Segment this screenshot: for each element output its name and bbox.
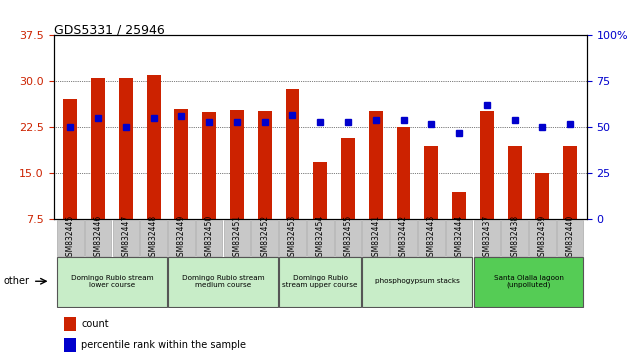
Text: GSM832449: GSM832449 <box>177 215 186 261</box>
Bar <box>257 111 271 219</box>
Text: Domingo Rubio stream
medium course: Domingo Rubio stream medium course <box>182 275 264 288</box>
FancyBboxPatch shape <box>307 220 334 256</box>
Text: count: count <box>81 319 109 329</box>
Bar <box>536 173 550 219</box>
Bar <box>285 89 299 219</box>
Bar <box>425 146 439 219</box>
Bar <box>146 75 160 219</box>
Bar <box>230 110 244 219</box>
Bar <box>508 146 522 219</box>
Bar <box>91 78 105 219</box>
FancyBboxPatch shape <box>529 220 556 256</box>
Bar <box>64 338 76 352</box>
Text: GDS5331 / 25946: GDS5331 / 25946 <box>54 23 165 36</box>
Text: GSM832437: GSM832437 <box>482 215 492 261</box>
FancyBboxPatch shape <box>279 257 362 308</box>
FancyBboxPatch shape <box>557 220 584 256</box>
Bar <box>341 138 355 219</box>
Text: GSM832448: GSM832448 <box>149 215 158 261</box>
FancyBboxPatch shape <box>196 220 223 256</box>
Text: GSM832446: GSM832446 <box>93 215 103 261</box>
Text: Domingo Rubio stream
lower course: Domingo Rubio stream lower course <box>71 275 153 288</box>
FancyBboxPatch shape <box>85 220 112 256</box>
FancyBboxPatch shape <box>418 220 445 256</box>
FancyBboxPatch shape <box>473 220 500 256</box>
Bar <box>563 146 577 219</box>
Bar <box>369 111 383 219</box>
Text: GSM832438: GSM832438 <box>510 215 519 261</box>
FancyBboxPatch shape <box>168 257 278 308</box>
Bar <box>119 78 133 219</box>
FancyBboxPatch shape <box>57 257 167 308</box>
Bar <box>202 112 216 219</box>
FancyBboxPatch shape <box>362 257 473 308</box>
FancyBboxPatch shape <box>223 220 251 256</box>
Bar <box>480 111 494 219</box>
Text: GSM832455: GSM832455 <box>343 215 353 261</box>
Text: GSM832440: GSM832440 <box>565 215 575 261</box>
FancyBboxPatch shape <box>473 257 584 308</box>
Bar <box>63 99 77 219</box>
FancyBboxPatch shape <box>279 220 306 256</box>
FancyBboxPatch shape <box>251 220 278 256</box>
Text: GSM832453: GSM832453 <box>288 215 297 261</box>
Bar <box>174 109 188 219</box>
Text: Domingo Rubio
stream upper course: Domingo Rubio stream upper course <box>283 275 358 288</box>
Bar <box>313 162 327 219</box>
Text: percentile rank within the sample: percentile rank within the sample <box>81 340 246 350</box>
Text: Santa Olalla lagoon
(unpolluted): Santa Olalla lagoon (unpolluted) <box>493 275 563 288</box>
Text: GSM832441: GSM832441 <box>371 215 380 261</box>
Bar <box>397 127 411 219</box>
Text: GSM832450: GSM832450 <box>204 215 214 261</box>
Text: GSM832444: GSM832444 <box>454 215 464 261</box>
Text: phosphogypsum stacks: phosphogypsum stacks <box>375 278 460 284</box>
Text: GSM832442: GSM832442 <box>399 215 408 261</box>
Bar <box>64 317 76 331</box>
Text: GSM832452: GSM832452 <box>260 215 269 261</box>
FancyBboxPatch shape <box>390 220 417 256</box>
FancyBboxPatch shape <box>168 220 195 256</box>
FancyBboxPatch shape <box>112 220 139 256</box>
Text: GSM832445: GSM832445 <box>66 215 75 261</box>
Text: GSM832454: GSM832454 <box>316 215 325 261</box>
FancyBboxPatch shape <box>57 220 84 256</box>
Text: other: other <box>3 276 29 286</box>
Bar <box>452 192 466 219</box>
FancyBboxPatch shape <box>334 220 362 256</box>
FancyBboxPatch shape <box>140 220 167 256</box>
FancyBboxPatch shape <box>362 220 389 256</box>
Text: GSM832447: GSM832447 <box>121 215 131 261</box>
Text: GSM832439: GSM832439 <box>538 215 547 261</box>
FancyBboxPatch shape <box>501 220 528 256</box>
Text: GSM832443: GSM832443 <box>427 215 436 261</box>
Text: GSM832451: GSM832451 <box>232 215 242 261</box>
FancyBboxPatch shape <box>445 220 473 256</box>
